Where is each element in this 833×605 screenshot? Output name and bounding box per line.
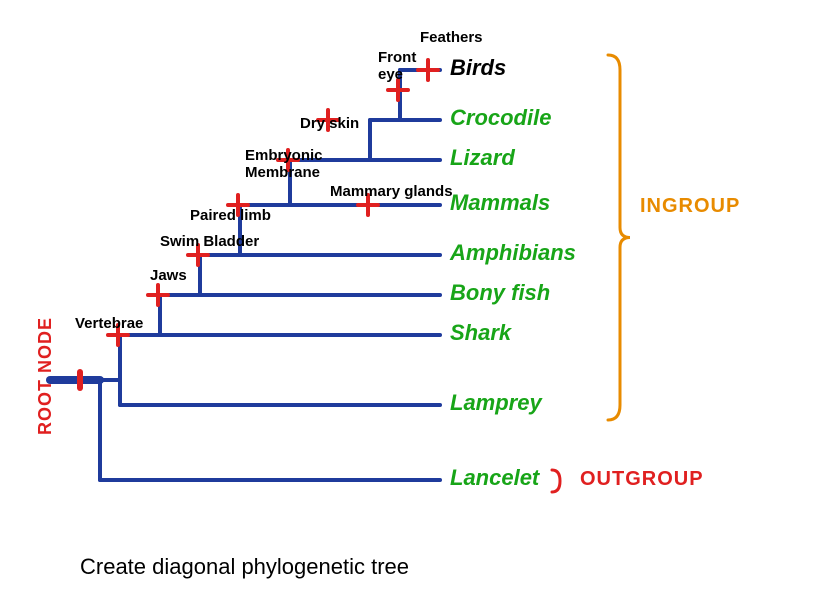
taxon-mammals: Mammals	[450, 191, 550, 215]
trait-swimbladder: Swim Bladder	[160, 234, 259, 251]
taxon-bonyfish: Bony fish	[450, 281, 550, 305]
trait-mammary: Mammary glands	[330, 184, 453, 201]
phylo-diagram: Birds Crocodile Lizard Mammals Amphibian…	[0, 0, 833, 605]
trait-feathers: Feathers	[420, 30, 483, 47]
taxon-lancelet: Lancelet	[450, 466, 539, 490]
taxon-birds: Birds	[450, 56, 506, 80]
taxon-crocodile: Crocodile	[450, 106, 551, 130]
ingroup-label: INGROUP	[640, 195, 740, 217]
outgroup-label: OUTGROUP	[580, 468, 704, 490]
taxon-lamprey: Lamprey	[450, 391, 542, 415]
caption-text: Create diagonal phylogenetic tree	[80, 555, 409, 579]
trait-embryonic: Embryonic Membrane	[245, 148, 323, 181]
trait-jaws: Jaws	[150, 268, 187, 285]
tree-svg	[0, 0, 833, 605]
trait-fronteye: Front eye	[378, 50, 416, 83]
trait-dryskin: Dry skin	[300, 116, 359, 133]
root-node-label: ROOT NODE	[35, 317, 56, 435]
taxon-lizard: Lizard	[450, 146, 515, 170]
trait-pairedlimb: Paired limb	[190, 208, 271, 225]
taxon-shark: Shark	[450, 321, 511, 345]
trait-vertebrae: Vertebrae	[75, 316, 143, 333]
taxon-amphibians: Amphibians	[450, 241, 576, 265]
